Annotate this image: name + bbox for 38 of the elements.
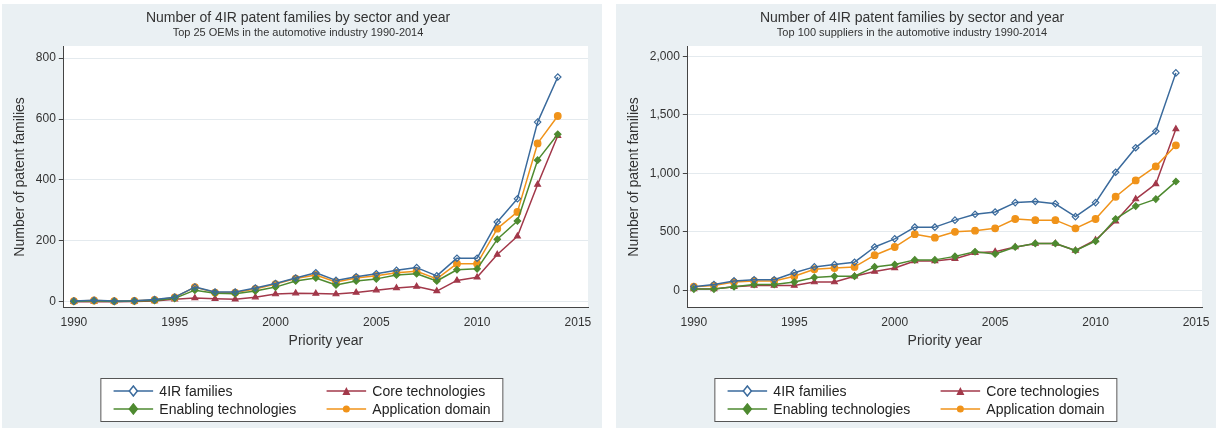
legend-label: 4IR families	[159, 383, 233, 399]
legend-label: Core technologies	[372, 383, 486, 399]
x-tick-label: 2000	[262, 315, 290, 330]
x-tick-label: 2015	[564, 315, 592, 330]
x-axis-title: Priority year	[288, 332, 364, 349]
x-tick-label: 2005	[362, 315, 390, 330]
chart-title: Number of 4IR patent families by sector and year	[145, 9, 451, 26]
x-tick-label: 1995	[780, 315, 808, 330]
y-tick-label: 0	[673, 282, 681, 297]
x-tick-label: 2005	[981, 315, 1009, 330]
legend-label: Core technologies	[986, 383, 1100, 399]
y-tick-label: 1,500	[649, 107, 681, 122]
x-tick-label: 1990	[680, 315, 708, 330]
x-tick-label: 1990	[60, 315, 88, 330]
y-tick-label: 400	[35, 172, 57, 187]
legend-label: 4IR families	[773, 383, 847, 399]
legend-label: Application domain	[986, 401, 1105, 417]
x-axis-title: Priority year	[907, 332, 983, 349]
x-tick-label: 2000	[881, 315, 909, 330]
x-tick-label: 1995	[161, 315, 189, 330]
chart-subtitle: Top 100 suppliers in the automotive industry 1990-2014	[776, 26, 1048, 39]
legend-label: Enabling technologies	[773, 401, 911, 417]
y-tick-label: 600	[35, 111, 57, 126]
x-tick-label: 2015	[1182, 315, 1210, 330]
chart-title: Number of 4IR patent families by sector and year	[759, 9, 1065, 26]
y-axis-title: Number of patent families	[625, 97, 642, 257]
y-tick-label: 800	[35, 50, 57, 65]
chart-subtitle: Top 25 OEMs in the automotive industry 1990-2014	[172, 26, 424, 39]
legend-label: Enabling technologies	[159, 401, 297, 417]
y-tick-label: 500	[659, 224, 681, 239]
x-tick-label: 2010	[463, 315, 491, 330]
legend-label: Application domain	[372, 401, 491, 417]
y-tick-label: 1,000	[649, 165, 681, 180]
y-tick-label: 0	[49, 294, 57, 309]
x-tick-label: 2010	[1082, 315, 1110, 330]
y-axis-title: Number of patent families	[11, 97, 28, 257]
y-tick-label: 200	[35, 233, 57, 248]
y-tick-label: 2,000	[649, 48, 681, 63]
